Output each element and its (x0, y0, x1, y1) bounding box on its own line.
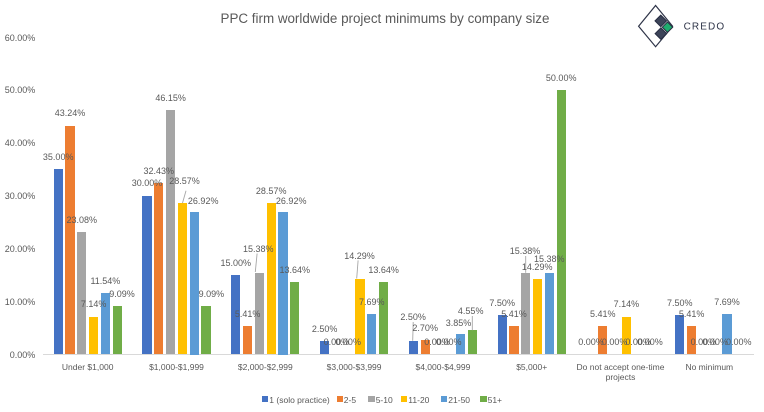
svg-text:CREDO: CREDO (684, 22, 726, 33)
